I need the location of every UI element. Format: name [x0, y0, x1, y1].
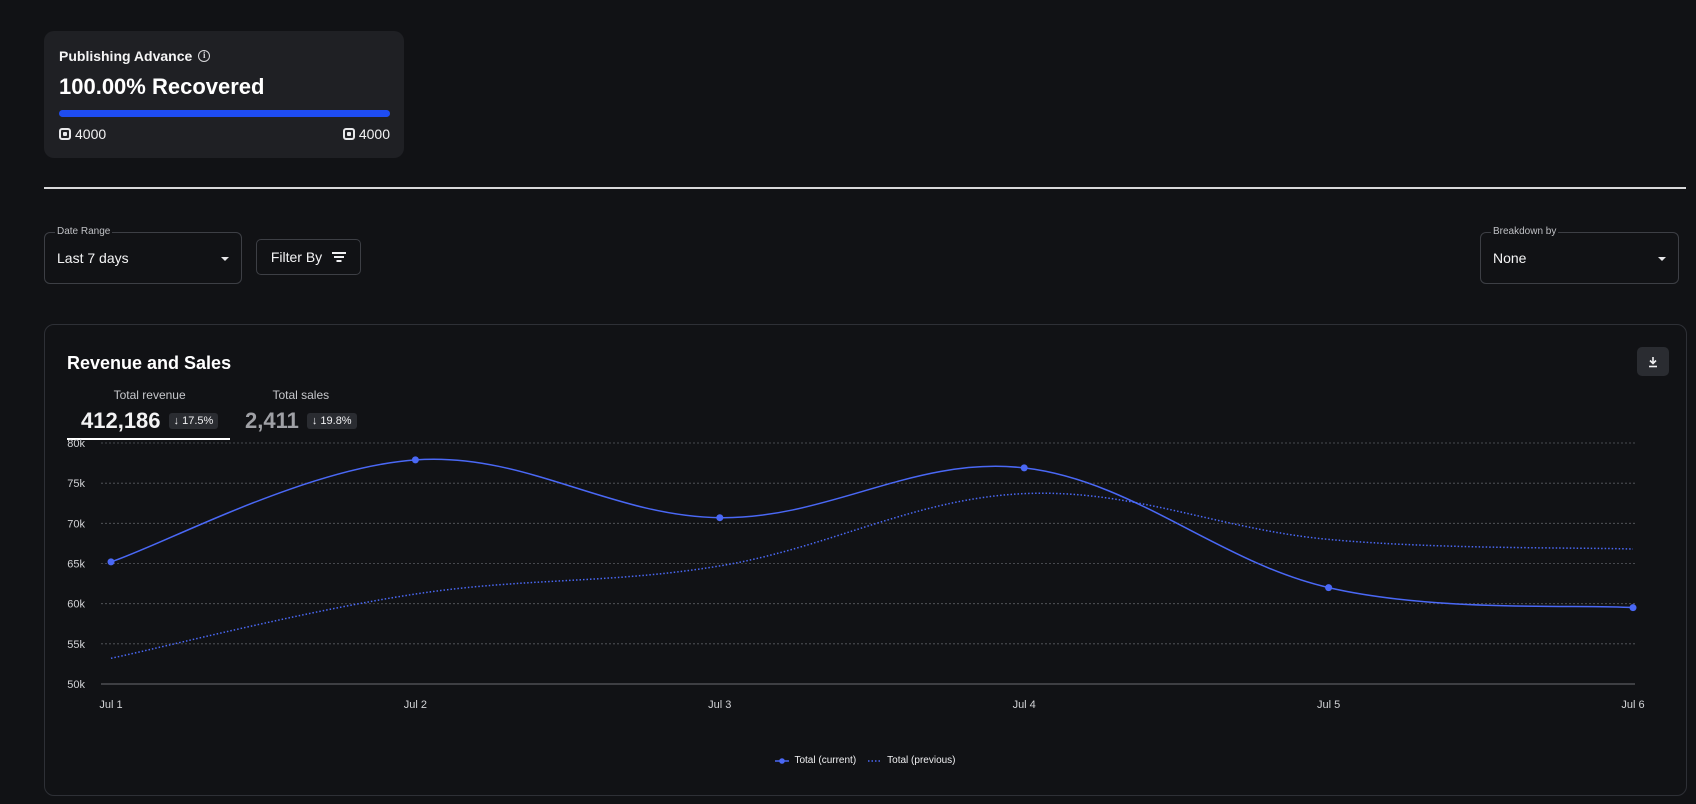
y-tick-label: 70k [67, 518, 85, 530]
active-metric-indicator [67, 438, 230, 440]
legend-item-current[interactable]: Total (current) [775, 755, 856, 766]
filter-by-label: Filter By [270, 249, 323, 265]
advance-amounts: 4000 4000 [59, 126, 390, 142]
x-tick-label: Jul 5 [1317, 699, 1340, 711]
robux-icon [342, 128, 355, 140]
series-line-current [110, 458, 1634, 609]
y-tick-label: 50k [67, 679, 85, 691]
data-point [1629, 604, 1637, 612]
y-tick-label: 55k [67, 639, 85, 651]
x-tick-label: Jul 6 [1621, 699, 1644, 711]
filter-by-button[interactable]: Filter By [256, 239, 361, 275]
date-range-select[interactable]: Date Range Last 7 days [44, 226, 242, 284]
legend-item-previous[interactable]: Total (previous) [868, 755, 956, 766]
date-range-value: Last 7 days [57, 250, 129, 266]
caret-down-icon [221, 257, 229, 261]
revenue-line-chart: 80k 75k 70k 65k 60k 55k 50k Jul 1 Jul 2 Jul 3 Jul … [67, 438, 1644, 711]
info-icon[interactable]: i [198, 50, 211, 62]
section-divider [44, 187, 1686, 189]
breakdown-label: Breakdown by [1491, 226, 1559, 237]
advance-progress-fill [59, 110, 390, 117]
filter-icon [332, 252, 347, 262]
series-line-previous [110, 492, 1634, 660]
publishing-advance-title: Publishing Advance [59, 48, 193, 64]
legend-label-current: Total (current) [794, 755, 857, 766]
advance-amount-total: 4000 [342, 126, 390, 142]
change-badge: ↓ 17.5% [168, 413, 219, 429]
advance-amount-recovered: 4000 [59, 126, 106, 142]
y-tick-label: 80k [67, 438, 85, 450]
robux-icon [59, 128, 71, 140]
revenue-sales-card: Revenue and Sales Total revenue 412,186 … [44, 324, 1687, 796]
x-tick-label: Jul 4 [1013, 699, 1036, 711]
y-tick-label: 65k [67, 559, 85, 571]
data-point [1020, 464, 1028, 472]
breakdown-value: None [1493, 250, 1527, 266]
chart-title: Revenue and Sales [67, 353, 232, 373]
y-tick-label: 75k [67, 478, 85, 490]
x-tick-label: Jul 2 [404, 699, 427, 711]
advance-amount-left: 4000 [75, 126, 107, 142]
download-button[interactable] [1637, 347, 1669, 376]
data-point [1325, 584, 1333, 592]
metric-total-revenue[interactable]: Total revenue 412,186 ↓ 17.5% [81, 388, 219, 434]
data-point [716, 514, 724, 522]
advance-progress-bar [59, 110, 390, 117]
metric-value: 412,186 [81, 408, 161, 433]
chart-legend: Total (current) Total (previous) [45, 755, 1686, 766]
download-icon [1649, 356, 1657, 367]
legend-label-previous: Total (previous) [887, 755, 956, 766]
data-point [411, 456, 419, 464]
metric-total-sales[interactable]: Total sales 2,411 ↓ 19.8% [245, 388, 357, 434]
change-badge: ↓ 19.8% [306, 413, 357, 429]
x-tick-label: Jul 1 [99, 699, 122, 711]
publishing-advance-header: Publishing Advance i [59, 48, 211, 64]
metric-value: 2,411 [245, 408, 299, 433]
x-tick-label: Jul 3 [708, 699, 731, 711]
legend-solid-line-icon [775, 757, 790, 764]
y-tick-label: 60k [67, 599, 85, 611]
metric-label: Total sales [272, 388, 330, 402]
breakdown-select[interactable]: Breakdown by None [1480, 226, 1679, 284]
data-point [107, 558, 115, 566]
recovered-status: 100.00% Recovered [59, 74, 265, 99]
date-range-label: Date Range [55, 226, 113, 237]
caret-down-icon [1658, 257, 1666, 261]
metric-label: Total revenue [113, 388, 186, 402]
legend-dotted-line-icon [868, 759, 883, 762]
publishing-advance-card: Publishing Advance i 100.00% Recovered 4… [44, 31, 404, 158]
advance-amount-right: 4000 [358, 126, 390, 142]
